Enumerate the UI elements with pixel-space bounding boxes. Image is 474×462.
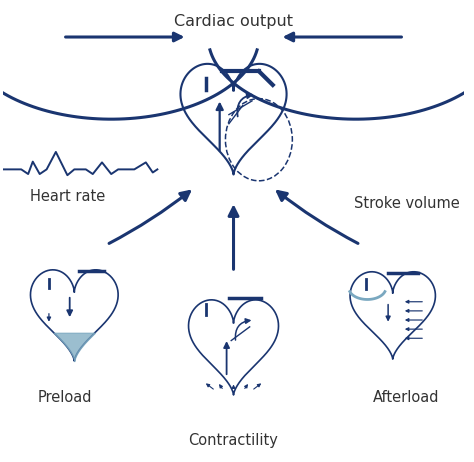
Text: Cardiac output: Cardiac output <box>174 14 293 29</box>
Text: Preload: Preload <box>38 390 92 405</box>
Text: Afterload: Afterload <box>374 390 440 405</box>
Text: Contractility: Contractility <box>189 433 278 448</box>
Text: Stroke volume: Stroke volume <box>354 196 459 211</box>
Text: Heart rate: Heart rate <box>30 189 105 204</box>
